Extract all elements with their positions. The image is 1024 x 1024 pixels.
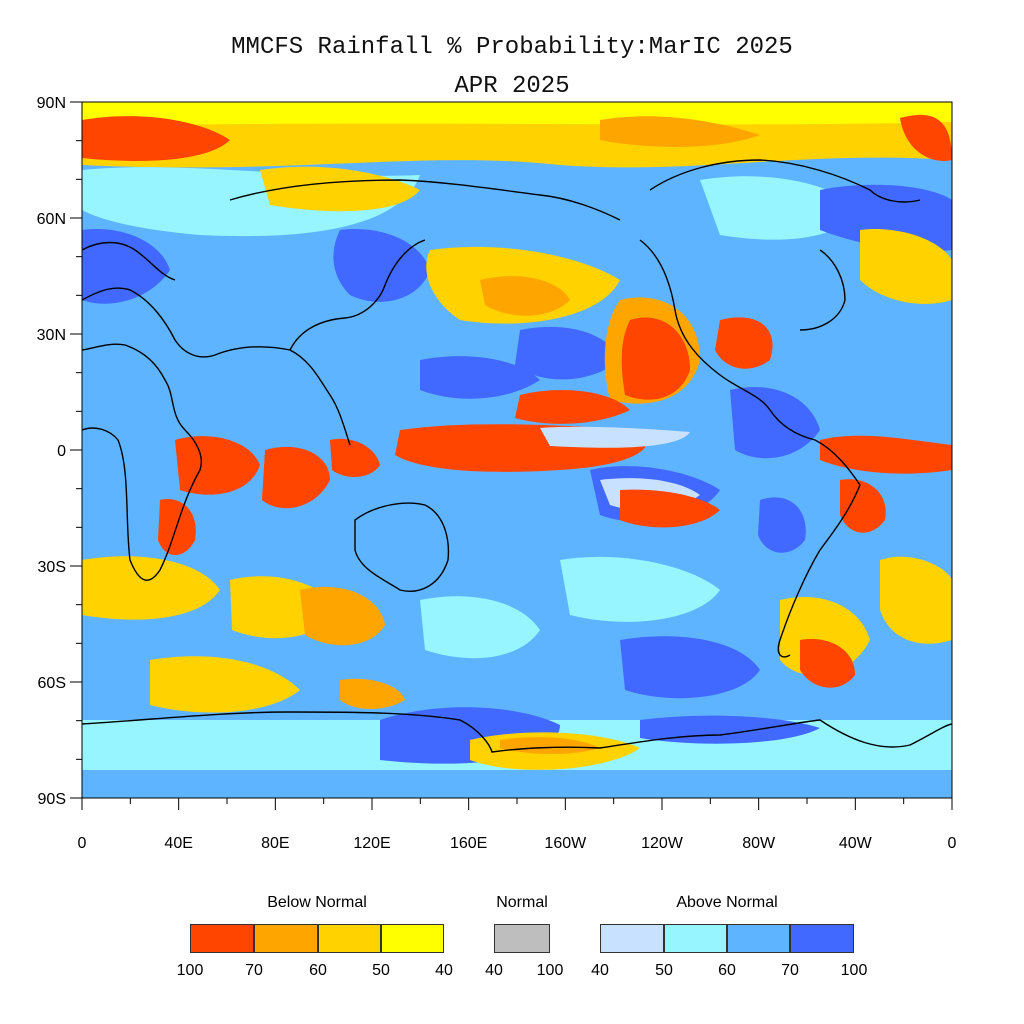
legend-above-label: 40 <box>591 962 609 979</box>
swatch-below-50-40 <box>381 924 444 953</box>
lon-tick-label: 40W <box>839 835 873 852</box>
lon-tick-label: 40E <box>164 835 192 852</box>
legend-above-label: 50 <box>655 962 673 979</box>
lon-tick-label: 120E <box>353 835 390 852</box>
coastline-path <box>289 239 426 351</box>
swatch-above-70-100 <box>790 924 854 953</box>
legend-below-label: 50 <box>372 962 390 979</box>
probability-region <box>860 229 952 304</box>
lon-tick-label: 0 <box>78 835 87 852</box>
lon-tick-label: 0 <box>948 835 957 852</box>
probability-region <box>515 390 630 424</box>
probability-region <box>820 184 952 252</box>
probability-region <box>758 497 806 553</box>
probability-region <box>260 166 420 212</box>
latitude-axis: 90N 60N 30N 0 30S 60S 90S <box>37 95 82 808</box>
probability-region <box>420 356 540 399</box>
coastline-path <box>82 287 216 358</box>
probability-region <box>82 229 170 304</box>
probability-region <box>300 586 385 646</box>
lon-tick-label: 160W <box>544 835 587 852</box>
swatch-above-60-70 <box>727 924 790 953</box>
lat-tick-label: 60S <box>38 675 66 692</box>
lat-tick-label: 60N <box>37 211 66 228</box>
lat-tick-label: 90N <box>37 95 66 112</box>
probability-region <box>515 326 620 380</box>
legend-normal-heading: Normal <box>496 894 548 911</box>
legend-below-label: 40 <box>435 962 453 979</box>
probability-region <box>480 276 570 316</box>
lon-tick-label: 80E <box>261 835 289 852</box>
legend-below-label: 70 <box>245 962 263 979</box>
legend-above-label: 60 <box>718 962 736 979</box>
probability-region <box>820 435 952 474</box>
coastline-path <box>82 711 952 753</box>
legend-below-label: 60 <box>309 962 327 979</box>
probability-region <box>420 596 540 659</box>
coastline-path <box>799 249 846 331</box>
probability-region <box>175 436 260 495</box>
probability-region <box>82 102 952 126</box>
coastline-path <box>214 346 351 446</box>
lat-tick-label: 90S <box>38 791 66 808</box>
coastline-path <box>229 179 621 221</box>
swatch-below-60-50 <box>318 924 381 953</box>
coastline-path <box>82 343 202 581</box>
probability-region <box>560 556 720 622</box>
chart-title: MMCFS Rainfall % Probability:MarIC 2025 <box>231 34 793 61</box>
probability-region <box>540 426 690 448</box>
probability-region <box>800 639 855 688</box>
probability-region <box>621 317 690 400</box>
map-field <box>82 102 952 798</box>
probability-region <box>840 479 886 533</box>
legend-above-heading: Above Normal <box>676 894 778 911</box>
probability-region <box>82 116 230 161</box>
probability-region <box>600 116 760 147</box>
probability-region <box>730 386 820 459</box>
probability-region <box>500 737 600 754</box>
swatch-below-70-60 <box>254 924 318 953</box>
coastline-path <box>82 241 176 281</box>
coastlines <box>82 159 952 753</box>
legend-below-label: 100 <box>176 962 204 979</box>
longitude-axis: 0 40E 80E 120E 160E 160W 120W 80W 40W 0 <box>78 798 957 852</box>
chart-subtitle: APR 2025 <box>454 73 570 100</box>
lat-tick-label: 30N <box>37 327 66 344</box>
legend-above-label: 100 <box>840 962 868 979</box>
probability-region <box>150 656 300 713</box>
lon-tick-label: 120W <box>641 835 684 852</box>
legend-normal-label: 100 <box>536 962 564 979</box>
lon-tick-label: 80W <box>742 835 776 852</box>
probability-region <box>82 770 952 798</box>
legend-below-heading: Below Normal <box>267 894 367 911</box>
coastline-path <box>639 239 861 658</box>
probability-region <box>620 636 760 699</box>
probability-region <box>620 489 720 528</box>
swatch-normal <box>494 924 550 953</box>
coastline-path <box>649 159 921 203</box>
swatch-above-40-50 <box>600 924 664 953</box>
probability-region <box>715 317 773 369</box>
swatch-above-50-60 <box>664 924 727 953</box>
probability-region <box>82 556 220 620</box>
probability-region <box>333 229 430 302</box>
probability-region <box>900 114 952 161</box>
legend-normal-label: 40 <box>485 962 503 979</box>
lon-tick-label: 160E <box>450 835 487 852</box>
lat-tick-label: 30S <box>38 559 66 576</box>
probability-region <box>880 556 952 644</box>
coastline-path <box>354 502 450 592</box>
swatch-below-100-70 <box>190 924 254 953</box>
probability-region <box>340 678 405 709</box>
legend-above-label: 70 <box>781 962 799 979</box>
probability-regions <box>82 102 952 798</box>
lat-tick-label: 0 <box>57 443 66 460</box>
probability-region <box>330 438 380 477</box>
probability-region <box>262 446 330 509</box>
